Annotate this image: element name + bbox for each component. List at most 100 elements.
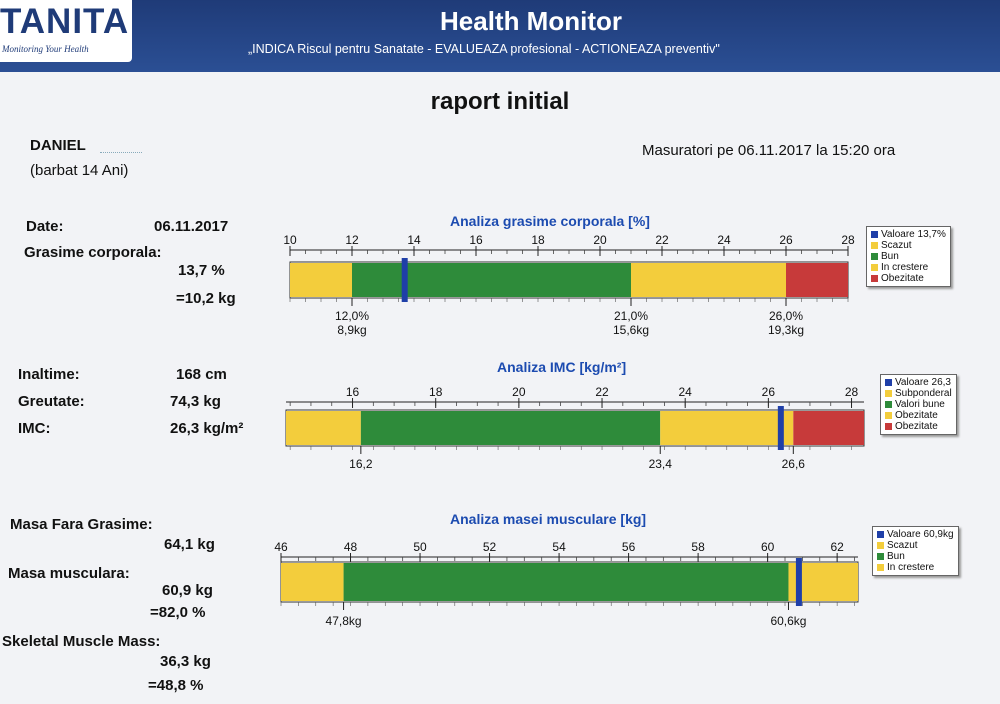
legend-label: Bun: [887, 551, 905, 562]
tick-label: 46: [274, 540, 288, 554]
tick-label: 20: [512, 385, 526, 399]
threshold-label: 23,4: [649, 457, 673, 471]
legend-item: Obezitate: [885, 421, 952, 432]
muscle-chart: 46 48 50 52 54 56 58 60 62 47,8kg 60,6kg: [274, 540, 859, 628]
legend-label: Bun: [881, 251, 899, 262]
threshold-label: 60,6kg: [770, 614, 806, 628]
fat-free-mass-label: Masa Fara Grasime:: [10, 516, 153, 533]
tick-label: 54: [552, 540, 566, 554]
legend-label: Scazut: [887, 540, 918, 551]
legend-item: In crestere: [877, 562, 954, 573]
legend-item: Scazut: [877, 540, 954, 551]
bar-segment: [343, 563, 789, 601]
tick-label: 28: [845, 385, 859, 399]
legend-item: Valoare 60,9kg: [877, 529, 954, 540]
muscle-mass-kg: 60,9 kg: [162, 582, 213, 599]
tick-label: 60: [761, 540, 775, 554]
legend-label: Obezitate: [881, 273, 924, 284]
threshold-label: 12,0%: [335, 309, 369, 323]
legend-swatch: [877, 564, 884, 571]
fat-chart: 10 12 14 16 18 20 22 24 26 28 12,0%8,9kg 21,0%15,6k…: [283, 233, 855, 337]
legend-swatch: [885, 379, 892, 386]
legend-swatch: [885, 390, 892, 397]
legend-item: Valoare 26,3: [885, 377, 952, 388]
bmi-chart: 16 18 20 22 24 26 28 16,2 23,4 26,6: [285, 385, 865, 471]
legend-label: Valori bune: [895, 399, 945, 410]
tick-label: 48: [344, 540, 358, 554]
legend-item: Valoare 13,7%: [871, 229, 946, 240]
legend-label: In crestere: [881, 262, 929, 273]
date-value: 06.11.2017: [154, 218, 229, 235]
chart-title-muscle: Analiza masei musculare [kg]: [450, 511, 647, 527]
tick-label: 14: [407, 233, 421, 247]
bar-segment: [360, 411, 661, 445]
header-subtitle: „INDICA Riscul pentru Sanatate - EVALUEA…: [248, 42, 720, 56]
skeletal-muscle-kg: 36,3 kg: [160, 653, 211, 670]
threshold-kg-label: 8,9kg: [337, 323, 366, 337]
legend-item: Obezitate: [871, 273, 946, 284]
logo-text: TANITA: [0, 2, 130, 41]
bar-segment: [660, 411, 794, 445]
bar-segment: [793, 411, 864, 445]
legend-swatch: [885, 412, 892, 419]
tick-label: 24: [717, 233, 731, 247]
tick-label: 18: [531, 233, 545, 247]
date-label: Date:: [26, 218, 64, 235]
tick-label: 12: [345, 233, 359, 247]
legend-label: Valoare 26,3: [895, 377, 951, 388]
legend-swatch: [877, 531, 884, 538]
measurement-datetime: Masuratori pe 06.11.2017 la 15:20 ora: [642, 142, 896, 159]
tick-label: 16: [346, 385, 360, 399]
patient-name: DANIEL: [30, 137, 86, 154]
skeletal-muscle-percent: =48,8 %: [148, 677, 204, 694]
legend-swatch: [871, 253, 878, 260]
legend-swatch: [871, 264, 878, 271]
legend-swatch: [885, 401, 892, 408]
tick-label: 50: [413, 540, 427, 554]
threshold-label: 47,8kg: [326, 614, 362, 628]
bar-segment: [786, 263, 848, 297]
tick-label: 20: [593, 233, 607, 247]
legend-item: Scazut: [871, 240, 946, 251]
tanita-logo: TANITA Monitoring Your Health: [0, 0, 132, 62]
legend-label: Valoare 13,7%: [881, 229, 946, 240]
bar-segment: [281, 563, 344, 601]
patient-info: (barbat 14 Ani): [30, 162, 129, 179]
threshold-label: 26,0%: [769, 309, 803, 323]
legend-item: Subponderal: [885, 388, 952, 399]
threshold-label: 16,2: [349, 457, 373, 471]
legend-label: Scazut: [881, 240, 912, 251]
legend-label: Obezitate: [895, 410, 938, 421]
bar-segment: [631, 263, 786, 297]
legend-swatch: [871, 242, 878, 249]
tick-label: 52: [483, 540, 497, 554]
legend-swatch: [871, 275, 878, 282]
bar-segment: [352, 263, 631, 297]
bar-segment: [290, 263, 352, 297]
fat-percent: 13,7 %: [178, 262, 225, 279]
legend-item: Obezitate: [885, 410, 952, 421]
threshold-label: 26,6: [782, 457, 806, 471]
chart-title-fat: Analiza grasime corporala [%]: [450, 213, 650, 229]
threshold-label: 21,0%: [614, 309, 648, 323]
legend-item: Bun: [871, 251, 946, 262]
fat-legend: Valoare 13,7% Scazut Bun In crestere Obezita…: [866, 226, 951, 287]
fat-kg: =10,2 kg: [176, 290, 236, 307]
height-label: Inaltime:: [18, 366, 80, 383]
tick-label: 24: [679, 385, 693, 399]
bmi-legend: Valoare 26,3 Subponderal Valori bune Obezit…: [880, 374, 957, 435]
legend-label: Obezitate: [895, 421, 938, 432]
tick-label: 26: [779, 233, 793, 247]
legend-item: In crestere: [871, 262, 946, 273]
legend-item: Bun: [877, 551, 954, 562]
legend-label: Valoare 60,9kg: [887, 529, 954, 540]
muscle-mass-percent: =82,0 %: [150, 604, 206, 621]
tick-label: 18: [429, 385, 443, 399]
value-marker: [777, 406, 784, 450]
legend-label: Subponderal: [895, 388, 952, 399]
value-marker: [401, 258, 408, 302]
tick-label: 56: [622, 540, 636, 554]
legend-item: Valori bune: [885, 399, 952, 410]
tick-label: 16: [469, 233, 483, 247]
legend-swatch: [877, 542, 884, 549]
